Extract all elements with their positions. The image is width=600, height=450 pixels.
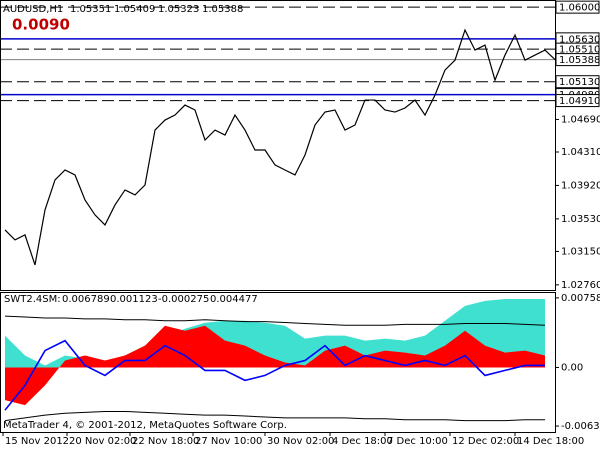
indicator-value: 0.004477 bbox=[210, 294, 258, 305]
y-tick-label: 0.00 bbox=[561, 362, 583, 373]
close: 1.05388 bbox=[202, 4, 243, 15]
y-tick-label: 1.04690 bbox=[561, 114, 600, 125]
y-tick-label: 1.03530 bbox=[561, 214, 600, 225]
x-tick-label: 30 Nov 02:00 bbox=[267, 436, 334, 447]
credit: MetaTrader 4, © 2001-2012, MetaQuotes So… bbox=[3, 420, 287, 431]
price-line bbox=[4, 28, 556, 266]
symbol: AUDUSD,H1 bbox=[3, 4, 63, 15]
x-tick-label: 14 Dec 18:00 bbox=[517, 436, 584, 447]
high: 1.05409 bbox=[114, 4, 155, 15]
annotation: 0.0090 bbox=[12, 16, 70, 34]
y-tick-label: -0.006391 bbox=[561, 421, 600, 432]
level-label: 1.04910 bbox=[559, 96, 600, 107]
indicator-value: 0.006789 bbox=[62, 294, 110, 305]
x-tick-label: 22 Nov 18:00 bbox=[132, 436, 199, 447]
y-tick-label: 1.04310 bbox=[561, 147, 600, 158]
indicator-line bbox=[4, 339, 545, 411]
level-label: 1.05630 bbox=[559, 34, 600, 45]
x-tick-label: 4 Dec 18:00 bbox=[332, 436, 393, 447]
indicator-line bbox=[4, 410, 545, 422]
x-tick-label: 20 Nov 02:00 bbox=[69, 436, 136, 447]
y-tick-label: 1.03920 bbox=[561, 180, 600, 191]
y-tick-label: 1.03150 bbox=[561, 246, 600, 257]
x-tick-label: 12 Dec 02:00 bbox=[452, 436, 519, 447]
y-tick-label: 1.02760 bbox=[561, 280, 600, 291]
indicator-area bbox=[5, 325, 545, 406]
x-tick-label: 7 Dec 10:00 bbox=[387, 436, 448, 447]
level-label: 1.05388 bbox=[559, 55, 600, 66]
indicator-name: SWT2.4SM: bbox=[4, 294, 61, 305]
open: 1.05351 bbox=[70, 4, 111, 15]
level-label: 1.05130 bbox=[559, 77, 600, 88]
level-label: 1.05510 bbox=[559, 45, 600, 56]
x-tick-label: 27 Nov 10:00 bbox=[195, 436, 262, 447]
indicator-value: -0.000275 bbox=[158, 294, 209, 305]
y-tick-label: 0.007587 bbox=[561, 293, 600, 304]
x-tick-label: 15 Nov 2012 bbox=[5, 436, 69, 447]
sub-frame bbox=[0, 292, 556, 433]
low: 1.05323 bbox=[158, 4, 199, 15]
indicator-line bbox=[4, 315, 546, 326]
main-frame bbox=[0, 0, 556, 291]
level-label: 1.06000 bbox=[559, 3, 600, 14]
indicator-value: 0.001123 bbox=[110, 294, 158, 305]
